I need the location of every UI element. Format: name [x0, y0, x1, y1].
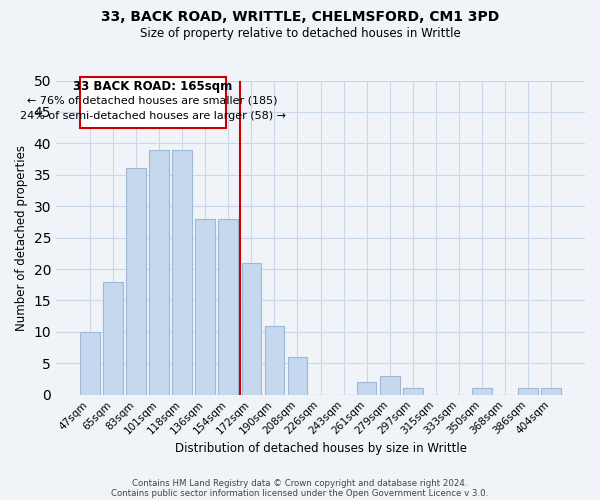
- Bar: [196, 219, 215, 394]
- Bar: [287, 357, 307, 395]
- Bar: [126, 168, 146, 394]
- X-axis label: Distribution of detached houses by size in Writtle: Distribution of detached houses by size …: [175, 442, 467, 455]
- Bar: [218, 219, 238, 394]
- Bar: [172, 150, 192, 394]
- Text: Contains HM Land Registry data © Crown copyright and database right 2024.: Contains HM Land Registry data © Crown c…: [132, 478, 468, 488]
- Bar: [103, 282, 123, 395]
- Bar: [472, 388, 492, 394]
- Text: 33, BACK ROAD, WRITTLE, CHELMSFORD, CM1 3PD: 33, BACK ROAD, WRITTLE, CHELMSFORD, CM1 …: [101, 10, 499, 24]
- Bar: [518, 388, 538, 394]
- Bar: [80, 332, 100, 394]
- Text: Size of property relative to detached houses in Writtle: Size of property relative to detached ho…: [140, 28, 460, 40]
- Bar: [380, 376, 400, 394]
- Bar: [242, 263, 261, 394]
- Text: 33 BACK ROAD: 165sqm: 33 BACK ROAD: 165sqm: [73, 80, 232, 94]
- Text: Contains public sector information licensed under the Open Government Licence v : Contains public sector information licen…: [112, 488, 488, 498]
- FancyBboxPatch shape: [80, 78, 226, 128]
- Bar: [149, 150, 169, 394]
- Bar: [541, 388, 561, 394]
- Text: ← 76% of detached houses are smaller (185): ← 76% of detached houses are smaller (18…: [28, 96, 278, 106]
- Text: 24% of semi-detached houses are larger (58) →: 24% of semi-detached houses are larger (…: [20, 112, 286, 122]
- Bar: [357, 382, 376, 394]
- Bar: [265, 326, 284, 394]
- Y-axis label: Number of detached properties: Number of detached properties: [15, 144, 28, 330]
- Bar: [403, 388, 422, 394]
